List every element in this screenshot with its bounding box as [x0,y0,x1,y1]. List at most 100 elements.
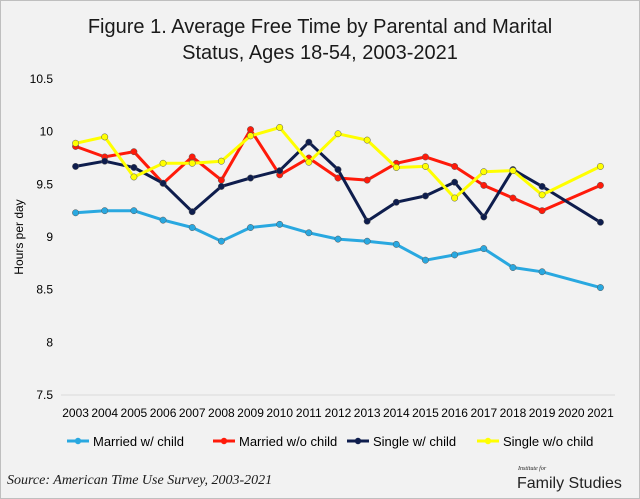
y-tick-label: 7.5 [36,388,53,402]
data-point [334,166,342,174]
data-point [480,168,488,176]
series-4 [72,124,604,202]
x-tick-label: 2018 [500,406,527,420]
data-point [451,162,459,170]
source-note: Source: American Time Use Survey, 2003-2… [7,473,272,488]
series-1 [72,207,604,292]
series-line [75,209,601,290]
chart-title-line-1: Figure 1. Average Free Time by Parental … [88,16,552,38]
y-tick-label: 8.5 [36,283,53,297]
legend-entry: Single w/ child [347,434,456,449]
x-tick-label: 2014 [383,406,410,420]
x-tick-label: 2005 [121,406,148,420]
data-point [509,264,517,271]
x-tick-label: 2017 [470,406,497,420]
data-point [596,284,604,292]
y-tick-label: 9 [46,230,53,244]
data-point [392,198,400,206]
x-axis-ticks: 2003 2004 2005 2006 2007 2008 2009 2010 2011 2012… [62,406,614,420]
data-point [247,224,254,231]
logo: Institute for Family Studies [517,465,622,492]
data-point [217,157,225,165]
data-point [334,130,342,138]
data-point [72,139,80,147]
data-point [188,159,196,167]
x-tick-label: 2021 [587,406,614,420]
data-point [130,207,138,215]
x-tick-label: 2007 [179,406,206,420]
data-point [422,256,429,264]
legend-marker [484,437,492,445]
x-tick-label: 2015 [412,406,439,420]
data-point [101,133,109,141]
x-tick-label: 2003 [62,406,89,420]
data-point [538,182,546,190]
data-point [188,153,196,161]
data-point [509,194,517,202]
legend-entry: Single w/o child [477,434,593,449]
data-point [130,164,138,171]
data-point [480,181,488,189]
y-axis-ticks: 7.5 8 8.5 9 9.5 10 10.5 [30,72,54,402]
data-point [422,162,429,170]
legend-label: Married w/o child [239,434,337,449]
data-point [596,162,604,170]
logo-line-1: Institute for [517,465,547,472]
x-tick-label: 2016 [441,406,468,420]
legend-entry: Married w/ child [67,434,184,449]
legend-label: Single w/o child [503,434,593,449]
data-point [72,209,80,217]
data-point [480,213,488,221]
x-tick-label: 2011 [296,406,322,420]
data-point [305,229,313,237]
series-line [75,126,602,200]
data-point [217,237,225,245]
data-point [363,176,371,184]
x-tick-label: 2012 [325,406,352,420]
data-point [188,208,196,216]
data-point [188,224,196,231]
y-tick-label: 8 [46,335,53,349]
legend-marker [220,437,228,445]
data-point [509,167,517,175]
data-point [392,240,400,248]
data-point [305,158,313,166]
data-point [451,251,459,259]
data-point [538,268,546,276]
data-point [159,159,167,167]
data-point [130,173,138,181]
data-point [247,126,254,134]
data-point [480,245,488,253]
data-point [538,191,546,199]
data-point [363,237,371,245]
data-point [72,162,80,170]
data-point [538,207,546,215]
legend-label: Married w/ child [93,434,184,449]
legend-entry: Married w/o child [213,434,337,449]
series-group [72,124,604,292]
y-tick-label: 10 [40,125,54,139]
data-point [392,164,400,171]
legend-marker [354,437,362,445]
x-tick-label: 2004 [91,406,118,420]
data-point [451,194,459,202]
y-tick-label: 9.5 [36,177,53,191]
series-line [75,128,601,213]
y-axis-label: Hours per day [12,199,26,274]
data-point [130,148,138,156]
y-tick-label: 10.5 [30,72,54,86]
data-point [305,138,313,146]
x-tick-label: 2020 [558,406,585,420]
x-tick-label: 2008 [208,406,235,420]
data-point [422,192,429,200]
data-point [451,178,459,186]
chart-title-line-2: Status, Ages 18-54, 2003-2021 [182,42,458,64]
data-point [217,182,225,190]
data-point [217,176,225,184]
data-point [247,132,254,140]
data-point [101,207,109,215]
legend-marker [74,437,82,445]
series-line [75,140,602,224]
